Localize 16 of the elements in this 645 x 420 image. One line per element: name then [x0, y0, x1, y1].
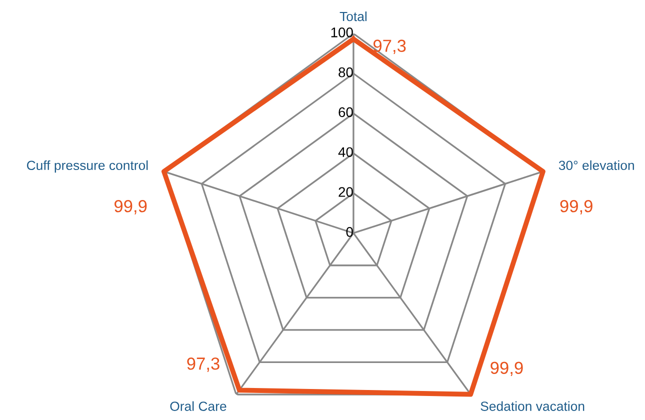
y-tick-label: 60 [338, 107, 353, 118]
data-label: 99,9 [490, 362, 523, 376]
spoke-label: Oral Care [170, 401, 226, 411]
data-label: 99,9 [560, 200, 592, 214]
data-label: 99,9 [114, 200, 147, 214]
spoke-label: 30° elevation [558, 160, 634, 170]
data-label: 97,3 [373, 40, 406, 54]
spoke-label: Cuff pressure control [26, 160, 148, 173]
y-tick-label: 20 [338, 187, 353, 197]
y-tick-label: 80 [338, 67, 353, 78]
spoke-label: Sedation vacation [480, 401, 584, 411]
data-label: 97,3 [187, 358, 220, 372]
y-tick-label: 100 [331, 27, 353, 38]
spoke-label: Total [340, 11, 367, 22]
y-tick-label: 0 [346, 226, 353, 237]
y-tick-label: 40 [338, 147, 353, 158]
